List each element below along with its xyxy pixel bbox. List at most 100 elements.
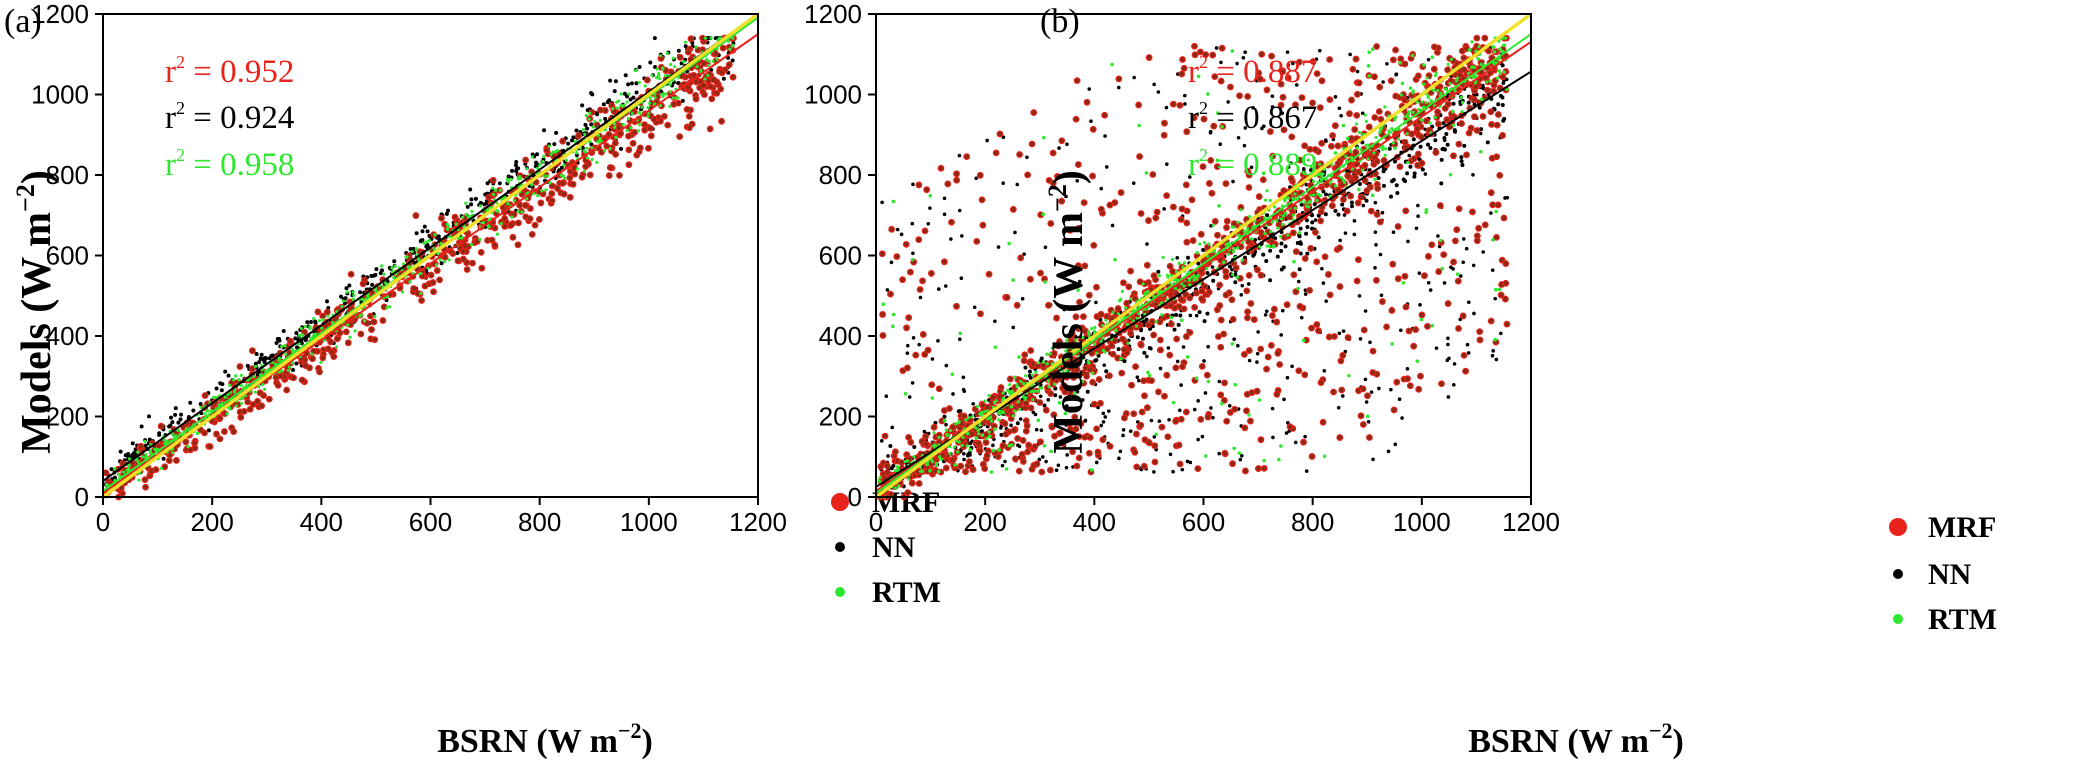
scatter-point-nn xyxy=(1451,267,1455,271)
scatter-point-mrf xyxy=(535,216,543,223)
scatter-point-mrf xyxy=(1106,201,1114,209)
scatter-point-rtm xyxy=(595,160,599,164)
scatter-point-nn xyxy=(1481,250,1485,254)
scatter-point-mrf xyxy=(1167,302,1175,309)
panel-a-y-axis-label: Models (W m−2) xyxy=(11,170,60,454)
scatter-point-nn xyxy=(1394,72,1399,76)
scatter-point-mrf xyxy=(1241,424,1249,432)
scatter-point-rtm xyxy=(575,151,579,155)
scatter-point-mrf xyxy=(1140,462,1148,470)
scatter-point-nn xyxy=(1462,143,1467,148)
scatter-point-nn xyxy=(1268,278,1273,283)
scatter-point-mrf xyxy=(603,142,611,150)
scatter-point-mrf xyxy=(1013,301,1021,309)
panel-b: (b) 0 200 400 600 800 1000 1200 02004006008001… xyxy=(804,0,1997,760)
scatter-point-rtm xyxy=(252,375,256,379)
scatter-point-nn xyxy=(1289,161,1293,165)
scatter-point-mrf xyxy=(1247,300,1255,307)
scatter-point-rtm xyxy=(388,305,392,309)
scatter-point-mrf xyxy=(1375,108,1383,115)
scatter-point-nn xyxy=(535,152,540,157)
scatter-point-mrf xyxy=(236,363,244,370)
scatter-point-nn xyxy=(226,373,231,378)
scatter-point-nn xyxy=(1426,280,1431,285)
scatter-point-nn xyxy=(957,208,962,213)
scatter-point-mrf xyxy=(916,286,924,293)
scatter-point-mrf xyxy=(319,354,327,362)
scatter-point-nn xyxy=(542,128,547,133)
scatter-point-nn xyxy=(1279,333,1283,337)
scatter-point-mrf xyxy=(912,351,920,359)
scatter-point-mrf xyxy=(905,433,912,441)
scatter-point-nn xyxy=(1039,356,1044,361)
scatter-point-mrf xyxy=(646,124,654,132)
scatter-point-mrf xyxy=(1487,108,1495,116)
scatter-point-nn xyxy=(1196,399,1200,403)
scatter-point-rtm xyxy=(464,201,468,205)
scatter-point-nn xyxy=(1279,267,1284,272)
scatter-point-mrf xyxy=(1253,266,1261,274)
scatter-point-mrf xyxy=(605,131,613,138)
scatter-point-nn xyxy=(1416,214,1420,218)
scatter-point-rtm xyxy=(615,106,619,110)
scatter-point-mrf xyxy=(286,337,294,345)
scatter-point-nn xyxy=(1188,460,1193,465)
scatter-point-mrf xyxy=(1220,330,1228,338)
scatter-point-rtm xyxy=(957,440,961,444)
scatter-point-rtm xyxy=(694,45,698,49)
scatter-point-mrf xyxy=(1161,392,1168,400)
scatter-point-nn xyxy=(1363,377,1368,382)
scatter-point-mrf xyxy=(1313,258,1321,266)
scatter-point-rtm xyxy=(127,466,131,471)
scatter-point-nn xyxy=(1434,346,1439,350)
scatter-point-nn xyxy=(1380,210,1385,215)
scatter-point-nn xyxy=(1458,274,1463,278)
scatter-point-rtm xyxy=(390,266,394,270)
scatter-point-nn xyxy=(996,245,1001,249)
scatter-point-mrf xyxy=(1156,318,1164,326)
scatter-point-mrf xyxy=(647,132,655,140)
scatter-point-rtm xyxy=(392,275,396,280)
scatter-point-nn xyxy=(1156,90,1161,94)
scatter-point-mrf xyxy=(1450,152,1457,160)
scatter-point-mrf xyxy=(1221,449,1229,457)
panel-a-legend-marker-nn xyxy=(835,542,845,552)
scatter-point-mrf xyxy=(206,443,214,450)
scatter-point-mrf xyxy=(1024,171,1032,179)
scatter-point-rtm xyxy=(1393,118,1397,122)
scatter-point-rtm xyxy=(1196,273,1200,277)
scatter-point-mrf xyxy=(1027,404,1035,412)
scatter-point-nn xyxy=(1149,418,1154,423)
scatter-point-nn xyxy=(926,221,931,226)
scatter-point-nn xyxy=(1500,102,1505,107)
scatter-point-nn xyxy=(1297,267,1302,272)
scatter-point-nn xyxy=(917,342,921,347)
scatter-point-nn xyxy=(1324,192,1329,197)
scatter-point-mrf xyxy=(902,240,910,248)
scatter-point-rtm xyxy=(360,297,364,301)
scatter-point-nn xyxy=(1411,137,1416,142)
scatter-point-rtm xyxy=(1265,189,1269,193)
scatter-point-mrf xyxy=(191,439,198,447)
scatter-point-mrf xyxy=(1308,324,1315,332)
scatter-point-nn xyxy=(444,211,449,216)
scatter-point-mrf xyxy=(1031,443,1039,451)
scatter-point-mrf xyxy=(1019,458,1027,465)
scatter-point-mrf xyxy=(1099,436,1107,444)
scatter-point-mrf xyxy=(1093,283,1100,291)
scatter-point-nn xyxy=(1227,264,1232,269)
scatter-point-mrf xyxy=(429,279,437,286)
scatter-point-mrf xyxy=(1316,104,1324,111)
scatter-point-mrf xyxy=(1244,93,1252,100)
scatter-point-rtm xyxy=(658,103,663,108)
scatter-point-mrf xyxy=(1160,131,1168,139)
scatter-point-nn xyxy=(1364,400,1369,404)
scatter-point-nn xyxy=(1446,342,1450,347)
scatter-point-nn xyxy=(253,361,258,366)
scatter-point-mrf xyxy=(1030,109,1038,116)
scatter-point-nn xyxy=(1263,313,1268,317)
scatter-point-mrf xyxy=(1383,323,1390,331)
scatter-point-nn xyxy=(933,420,938,425)
scatter-point-rtm xyxy=(948,452,952,456)
scatter-point-mrf xyxy=(1319,418,1327,426)
